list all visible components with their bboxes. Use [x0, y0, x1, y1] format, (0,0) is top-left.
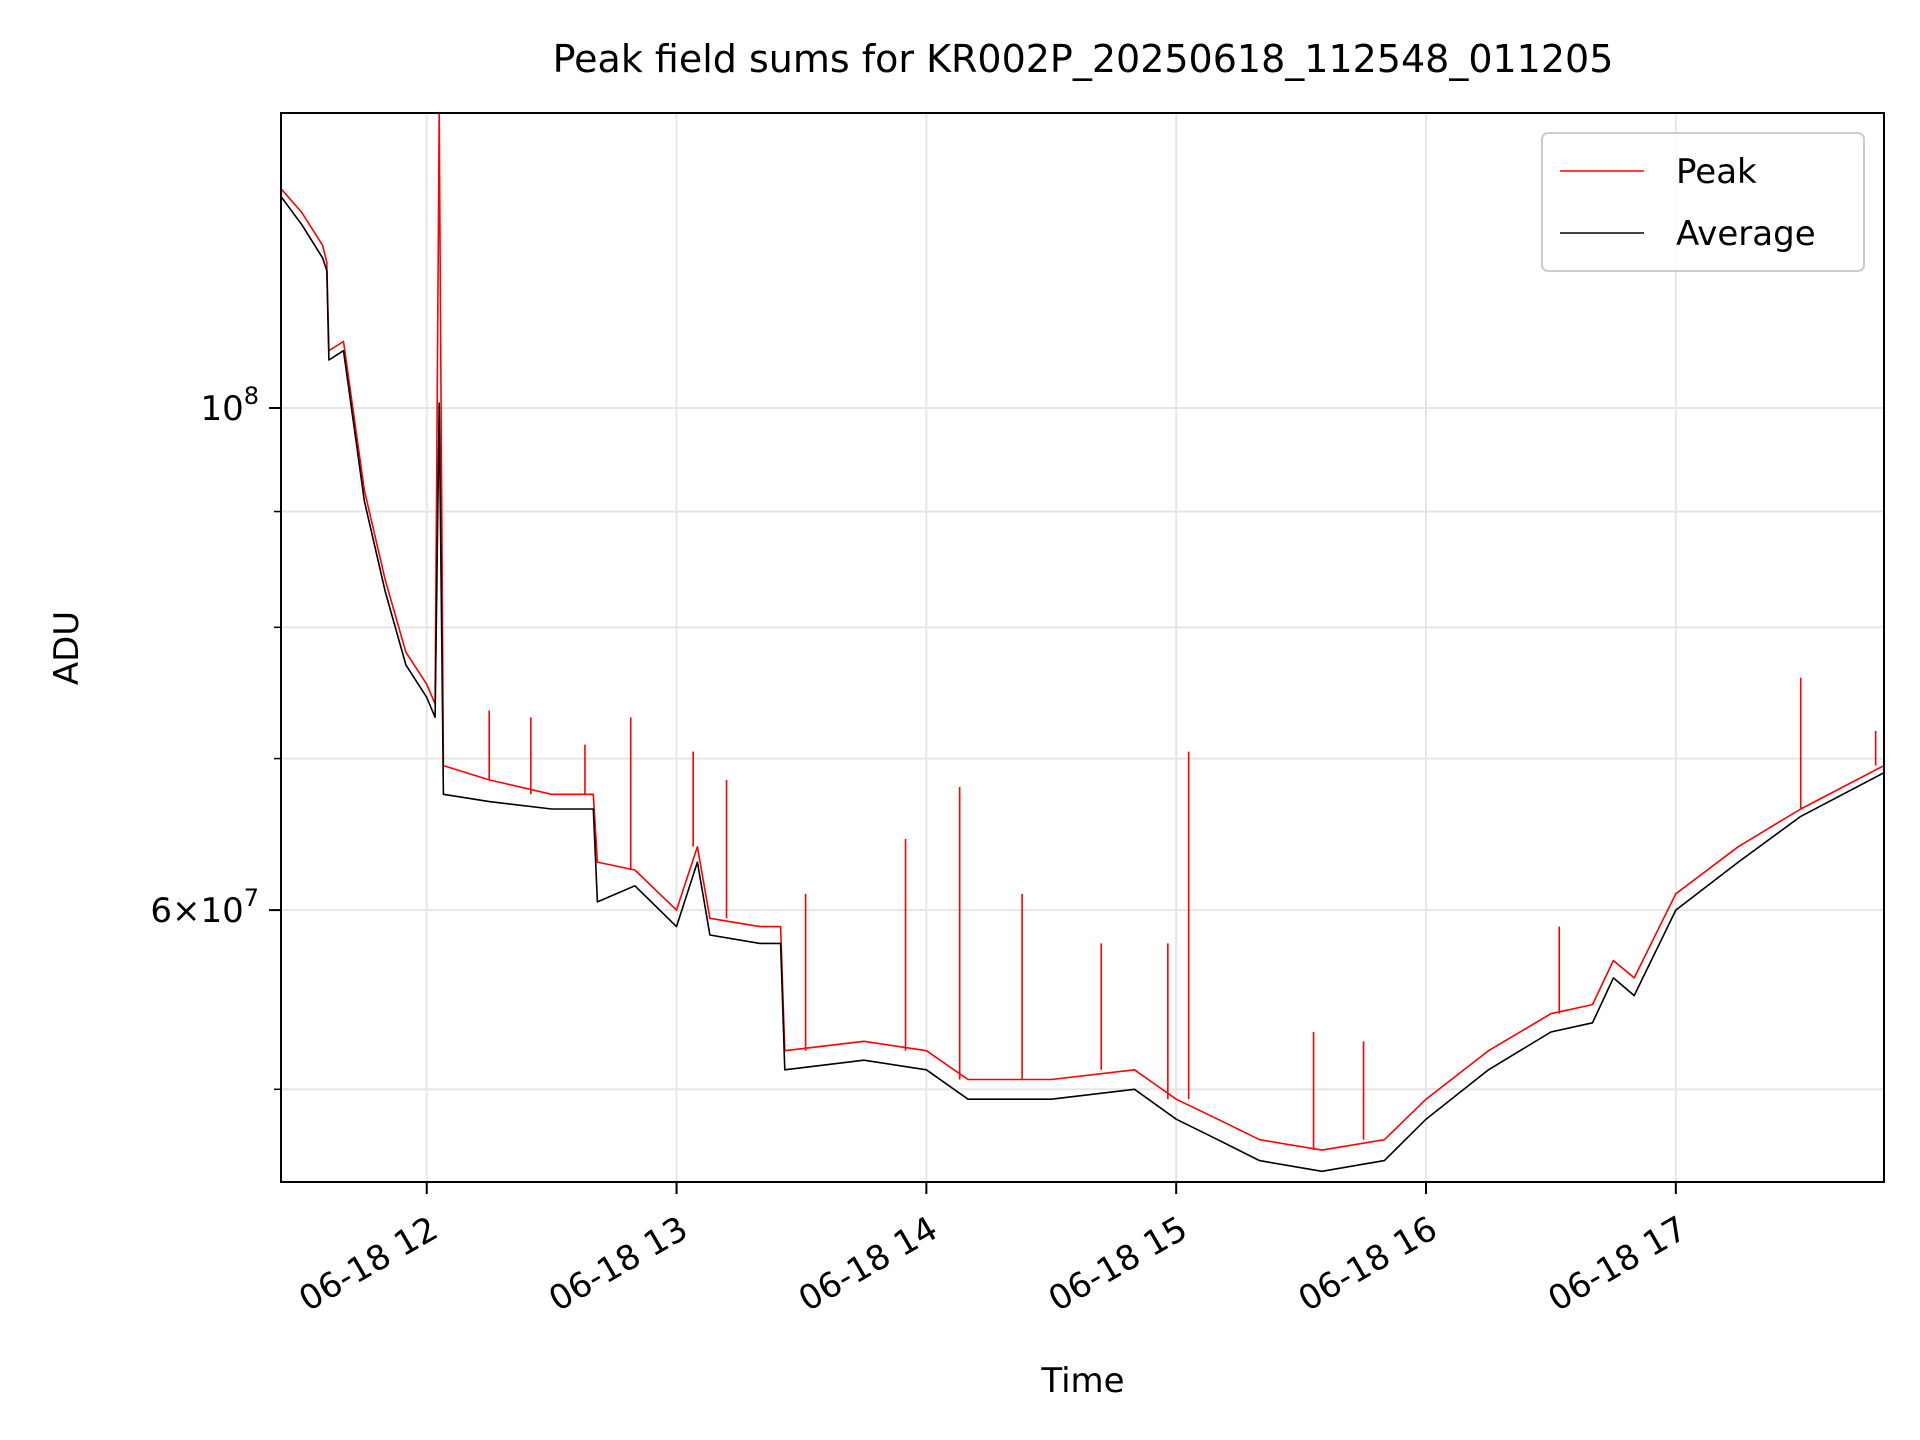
legend: Peak Average: [1541, 132, 1865, 272]
y-axis-ticks: 108 6×107: [150, 382, 281, 1091]
chart-title: Peak field sums for KR002P_20250618_1125…: [553, 37, 1614, 81]
x-axis-label: Time: [1040, 1361, 1124, 1401]
plot-area: [281, 113, 1884, 1173]
series-line-peak: [281, 113, 1884, 1151]
legend-box: [1541, 132, 1865, 272]
series-line-average: [281, 196, 1884, 1173]
y-tick-label: 108: [200, 382, 259, 429]
plot-frame: [280, 112, 1885, 1183]
grid: [281, 113, 1884, 1182]
legend-label-peak: Peak: [1676, 152, 1757, 192]
y-axis-label: ADU: [47, 611, 87, 685]
y-tick-label: 6×107: [150, 884, 259, 931]
legend-label-average: Average: [1676, 214, 1816, 254]
